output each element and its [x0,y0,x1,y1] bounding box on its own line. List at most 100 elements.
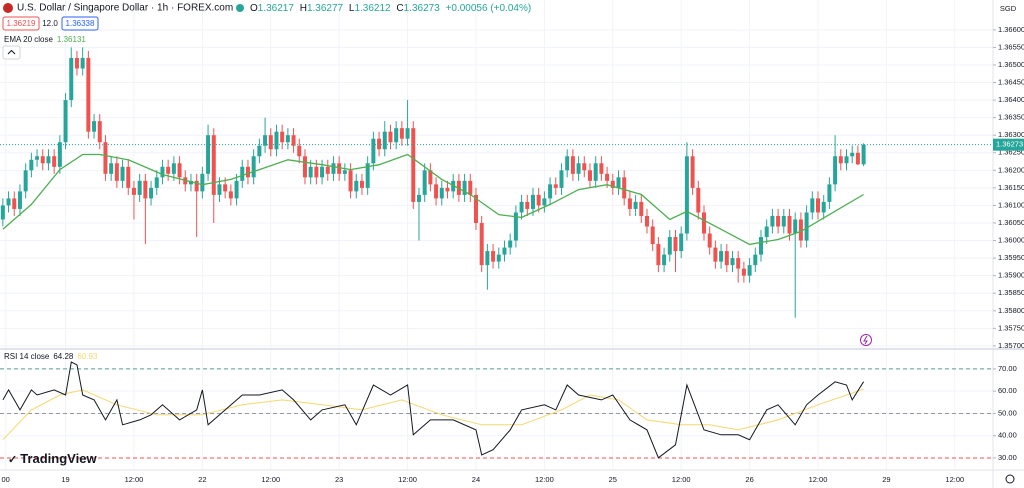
candle-body [92,121,97,132]
y-tick-label: 1.36000 [998,236,1024,245]
candle-body [314,166,319,178]
y-tick-label: 1.36500 [998,60,1024,69]
candle-body [0,205,5,220]
candle-body [855,152,860,165]
candle-body [610,180,615,188]
x-tick-label: 26 [745,475,753,484]
candle-body [605,173,610,181]
rsi-title: RSI 14 close [4,352,50,361]
candle-body [565,156,570,171]
candle-body [838,156,843,164]
candle-body [291,135,296,146]
candle-body [468,180,473,195]
candle-body [753,254,758,266]
candle-body [667,237,672,255]
buy-button[interactable] [61,16,99,31]
candle-body [348,170,353,192]
candle-body [223,184,228,192]
candle-body [684,156,689,234]
candle-body [633,201,638,209]
candle-body [719,251,724,262]
symbol-title: U.S. Dollar / Singapore Dollar · 1h · FO… [17,3,233,14]
candle-body [519,201,524,213]
candle-body [701,212,706,234]
x-tick-label: 12:00 [809,475,828,484]
candle-body [280,131,285,143]
candle-body [131,187,136,195]
y-tick-label: 1.36300 [998,130,1024,139]
candle-body [656,244,661,266]
y-tick-label: 1.36100 [998,200,1024,209]
candle-body [154,177,159,188]
candle-body [758,237,763,255]
candle-body [593,163,598,181]
candle-body [114,163,119,181]
event-icon[interactable] [860,334,872,346]
chevron-icon [7,49,16,55]
sell-button[interactable] [2,16,40,31]
candle-body [57,142,62,167]
candle-body [804,212,809,241]
candle-body [793,219,798,234]
ohlc-value: 1.36273 [404,3,441,14]
candle-body [707,233,712,248]
candle-body [120,166,125,181]
settings-icon[interactable] [1005,474,1015,484]
y-tick-label: 1.36050 [998,218,1024,227]
candle-body [861,144,866,165]
candle-body [97,121,102,143]
candle-body [525,201,530,209]
ema-value: 1.36131 [57,35,86,44]
candle-body [513,212,518,241]
candle-body [12,198,17,209]
candle-body [821,201,826,213]
candle-body [416,194,421,202]
collapse-button[interactable] [2,45,21,60]
candle-body [320,166,325,178]
candle-body [337,163,342,174]
y-tick-label: 40.00 [998,431,1017,440]
candle-body [650,226,655,245]
candle-body [462,180,467,195]
x-tick-label: 12:00 [398,475,417,484]
candle-body [377,138,382,150]
candle-body [137,180,142,195]
candle-body [599,163,604,174]
candle-body [177,163,182,178]
ohlc: O1.36217 H1.36277 L1.36212 C1.36273 +0.0… [250,3,531,14]
candle-body [200,173,205,192]
candle-body [587,170,592,181]
candle-body [776,215,781,227]
candle-body [770,215,775,227]
candle-body [730,258,735,266]
last-price-label: 1.36273 [996,140,1023,149]
candle-body [724,251,729,266]
candle-body [582,163,587,171]
y-tick-label: 1.35800 [998,306,1024,315]
candle-body [274,131,279,150]
candle-body [268,135,273,150]
candle-body [388,131,393,143]
candle-body [35,156,40,160]
candle-body [747,265,752,276]
y-tick-label: 1.36200 [998,165,1024,174]
y-tick-label: 1.36550 [998,42,1024,51]
candle-body [394,128,399,143]
candle-body [422,170,427,195]
y-tick-label: 1.36350 [998,113,1024,122]
x-tick-label: 00 [2,475,10,484]
candle-body [798,219,803,241]
ask-price: 1.36338 [66,19,95,28]
candle-body [86,57,91,132]
candle-body [354,180,359,192]
candle-body [644,215,649,227]
x-tick-label: 12:00 [535,475,554,484]
x-tick-label: 25 [609,475,617,484]
candle-body [308,166,313,178]
candle-body [171,163,176,174]
candle-body [616,177,621,188]
candle-body [285,135,290,143]
candle-body [696,187,701,213]
